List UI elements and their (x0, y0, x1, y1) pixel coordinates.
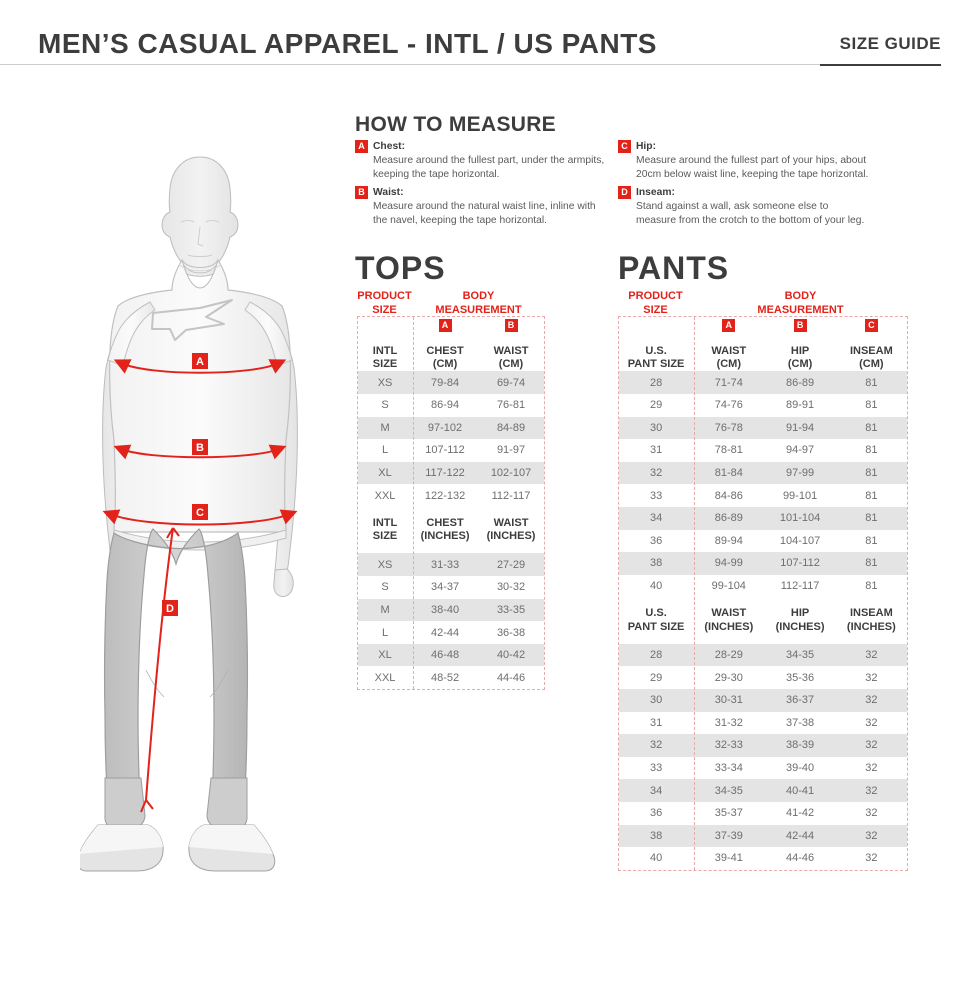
svg-text:A: A (196, 356, 204, 368)
svg-text:D: D (166, 603, 174, 615)
svg-text:C: C (196, 507, 204, 519)
svg-text:B: B (196, 442, 204, 454)
